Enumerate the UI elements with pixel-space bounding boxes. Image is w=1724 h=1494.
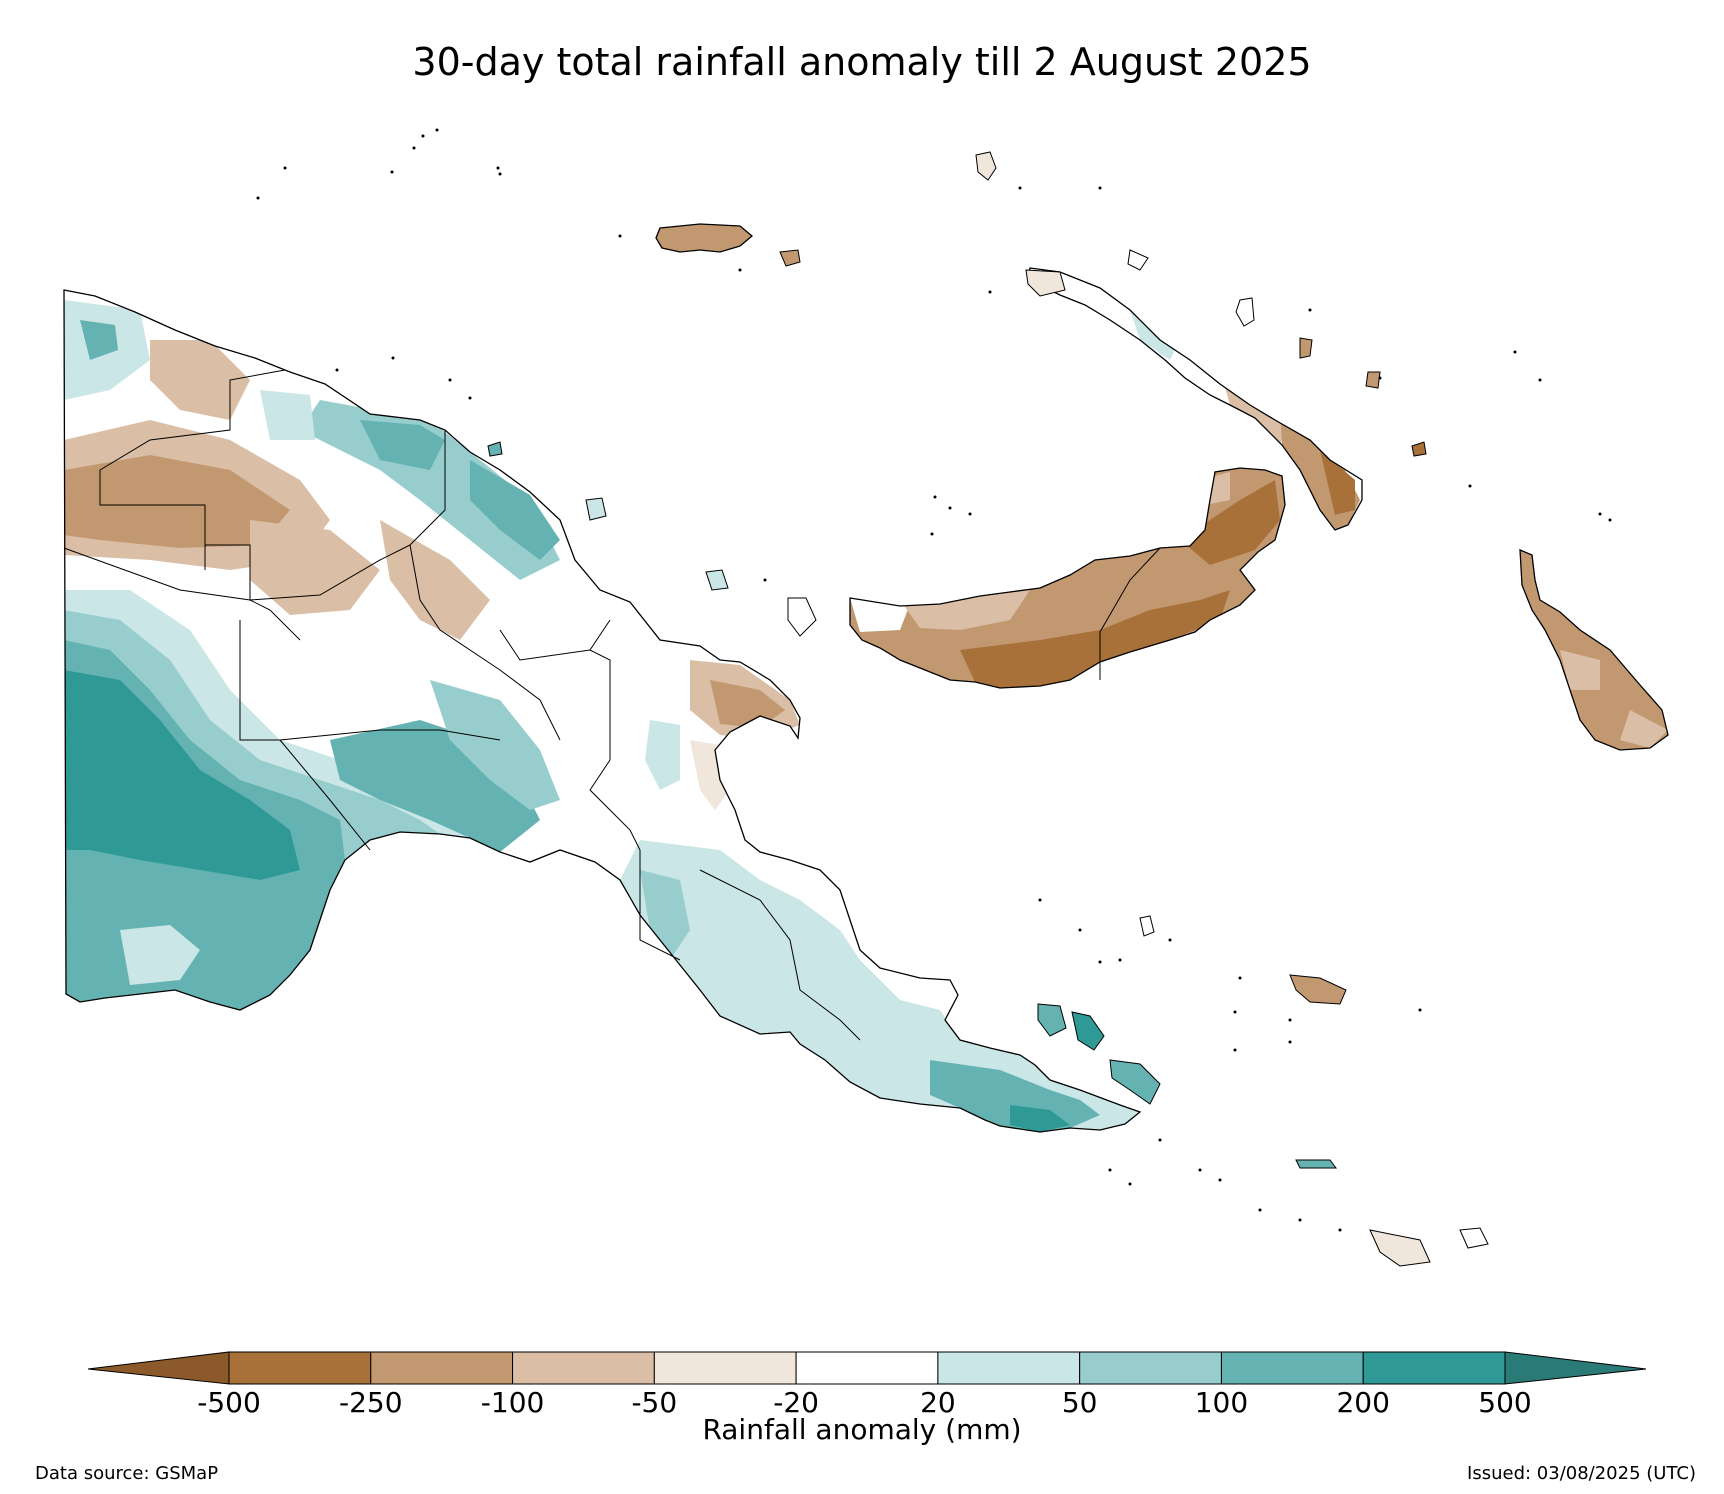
new-britain-island bbox=[849, 467, 1286, 689]
new-ireland-island bbox=[1027, 267, 1363, 531]
manus-island bbox=[655, 223, 801, 267]
data-source-note: Data source: GSMaP bbox=[35, 1463, 219, 1484]
colorbar-label: Rainfall anomaly (mm) bbox=[702, 1413, 1022, 1446]
issued-date-note: Issued: 03/08/2025 (UTC) bbox=[1467, 1463, 1696, 1484]
atoll-dots bbox=[256, 128, 1612, 1232]
small-islands bbox=[487, 151, 1489, 1267]
bougainville-island bbox=[1519, 549, 1669, 751]
mainland-png bbox=[63, 289, 1142, 1133]
province-boundaries bbox=[63, 369, 861, 1041]
map-title: 30-day total rainfall anomaly till 2 Aug… bbox=[412, 40, 1312, 84]
